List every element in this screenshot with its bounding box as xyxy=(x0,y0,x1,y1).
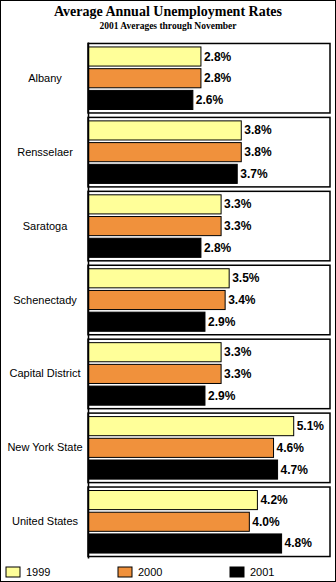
bar xyxy=(88,290,225,309)
tick-label: Capital District xyxy=(10,367,81,379)
bar xyxy=(88,343,221,362)
title: Average Annual Unemployment Rates xyxy=(54,4,283,19)
bar xyxy=(88,121,241,140)
bar xyxy=(88,534,282,553)
bar xyxy=(88,47,201,66)
data-label: 2.9% xyxy=(208,389,236,403)
legend-swatch xyxy=(6,567,20,577)
category-axis: Albany Rensselaer Saratoga Schenectady Capit… xyxy=(7,43,88,559)
axis-line xyxy=(88,43,90,559)
bar xyxy=(88,69,201,88)
data-label: 3.5% xyxy=(232,271,260,285)
tick: Rensselaer xyxy=(17,146,88,158)
bar xyxy=(88,364,221,383)
bar xyxy=(88,164,237,183)
data-label: 3.8% xyxy=(244,123,272,137)
tick: Saratoga xyxy=(23,220,88,232)
tick: Capital District xyxy=(10,367,88,379)
group-frame xyxy=(88,413,330,482)
chart: Average Annual Unemployment Rates 2001 Av… xyxy=(0,0,336,582)
bar xyxy=(88,417,294,436)
legend-label: 2001 xyxy=(250,566,274,578)
group-frame xyxy=(88,339,330,408)
subtitle: 2001 Averages through November xyxy=(99,21,237,31)
legend-swatch xyxy=(230,567,244,577)
bars xyxy=(88,47,294,553)
legend-label: 1999 xyxy=(26,566,50,578)
data-label: 3.3% xyxy=(224,219,252,233)
tick-label: Albany xyxy=(28,72,62,84)
tick-label: New York State xyxy=(7,441,82,453)
legend-swatch xyxy=(118,567,132,577)
bar xyxy=(88,269,229,288)
group-frame xyxy=(88,265,330,334)
tick: Schenectady xyxy=(13,294,88,306)
bar xyxy=(88,90,193,109)
tick-label: Saratoga xyxy=(23,220,69,232)
data-label: 3.3% xyxy=(224,345,252,359)
bar xyxy=(88,217,221,236)
group-frame xyxy=(88,487,330,556)
group-frame xyxy=(88,191,330,260)
tick-label: United States xyxy=(12,515,79,527)
data-label: 3.3% xyxy=(224,197,252,211)
legend: 1999 2000 2001 xyxy=(6,566,274,578)
data-label: 5.1% xyxy=(297,419,325,433)
bar xyxy=(88,195,221,214)
data-label: 2.8% xyxy=(204,50,232,64)
data-labels: 2.8% 3.8% 3.3% 3.5% 3.3% 5.1% 4.2% 2.8% 3.8% 3.3%… xyxy=(196,50,325,551)
data-label: 3.8% xyxy=(244,145,272,159)
tick: United States xyxy=(12,515,88,527)
tick-label: Schenectady xyxy=(13,294,77,306)
background xyxy=(1,1,336,582)
bar xyxy=(88,143,241,162)
bar xyxy=(88,438,274,457)
bar xyxy=(88,491,257,510)
data-label: 4.2% xyxy=(260,493,288,507)
legend-label: 2000 xyxy=(138,566,162,578)
data-label: 3.4% xyxy=(228,293,256,307)
bar xyxy=(88,460,278,479)
tick: New York State xyxy=(7,441,88,453)
bar xyxy=(88,386,205,405)
data-label: 4.8% xyxy=(285,536,313,550)
bar xyxy=(88,238,201,257)
data-label: 2.9% xyxy=(208,315,236,329)
bar xyxy=(88,512,249,531)
data-label: 2.8% xyxy=(204,71,232,85)
bar xyxy=(88,312,205,331)
data-label: 4.0% xyxy=(252,515,280,529)
data-label: 4.6% xyxy=(277,441,305,455)
tick: Albany xyxy=(28,72,88,84)
data-label: 3.7% xyxy=(240,167,268,181)
data-label: 2.6% xyxy=(196,93,224,107)
tick-label: Rensselaer xyxy=(17,146,73,158)
group-frames xyxy=(88,43,330,556)
data-label: 3.3% xyxy=(224,367,252,381)
group-frame xyxy=(88,43,330,112)
group-frame xyxy=(88,117,330,186)
data-label: 4.7% xyxy=(281,463,309,477)
data-label: 2.8% xyxy=(204,241,232,255)
